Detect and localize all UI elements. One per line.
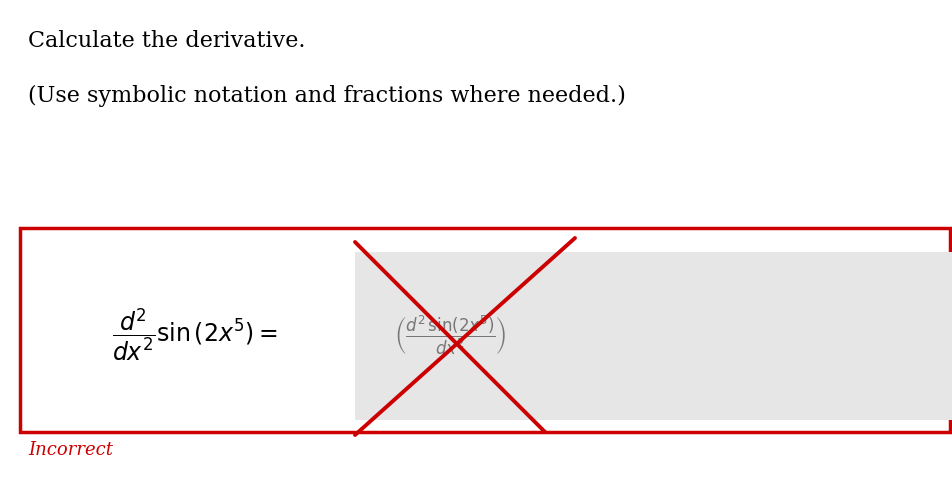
Text: (Use symbolic notation and fractions where needed.): (Use symbolic notation and fractions whe… [28,85,625,107]
Text: $\left(\dfrac{d^2\,\mathrm{sin}(2x^5)}{dx^2}\right)$: $\left(\dfrac{d^2\,\mathrm{sin}(2x^5)}{d… [394,314,506,356]
Text: $\dfrac{d^2}{dx^2}\sin\left(2x^5\right) =$: $\dfrac{d^2}{dx^2}\sin\left(2x^5\right) … [112,306,278,364]
Text: Calculate the derivative.: Calculate the derivative. [28,30,306,52]
Text: Incorrect: Incorrect [28,441,113,459]
Bar [20,228,950,432]
Bar [355,252,952,420]
